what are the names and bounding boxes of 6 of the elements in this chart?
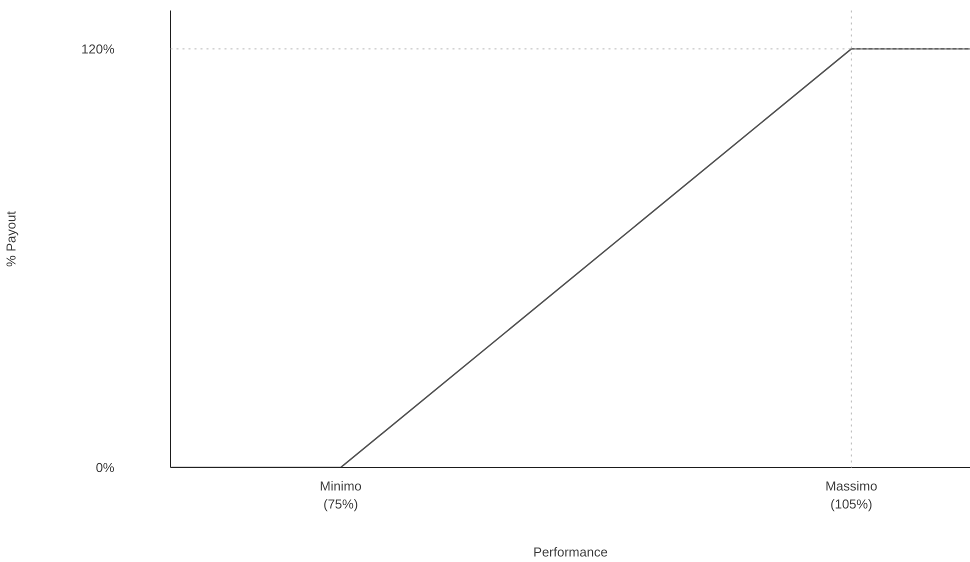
x-tick-label: Massimo (105%) xyxy=(825,478,878,512)
x-axis-title: Performance xyxy=(533,544,608,560)
y-axis-title: % Payout xyxy=(3,210,18,267)
x-tick-label: Minimo (75%) xyxy=(320,478,362,512)
y-tick-label: 0% xyxy=(96,460,115,475)
y-tick-label: 120% xyxy=(81,41,115,56)
